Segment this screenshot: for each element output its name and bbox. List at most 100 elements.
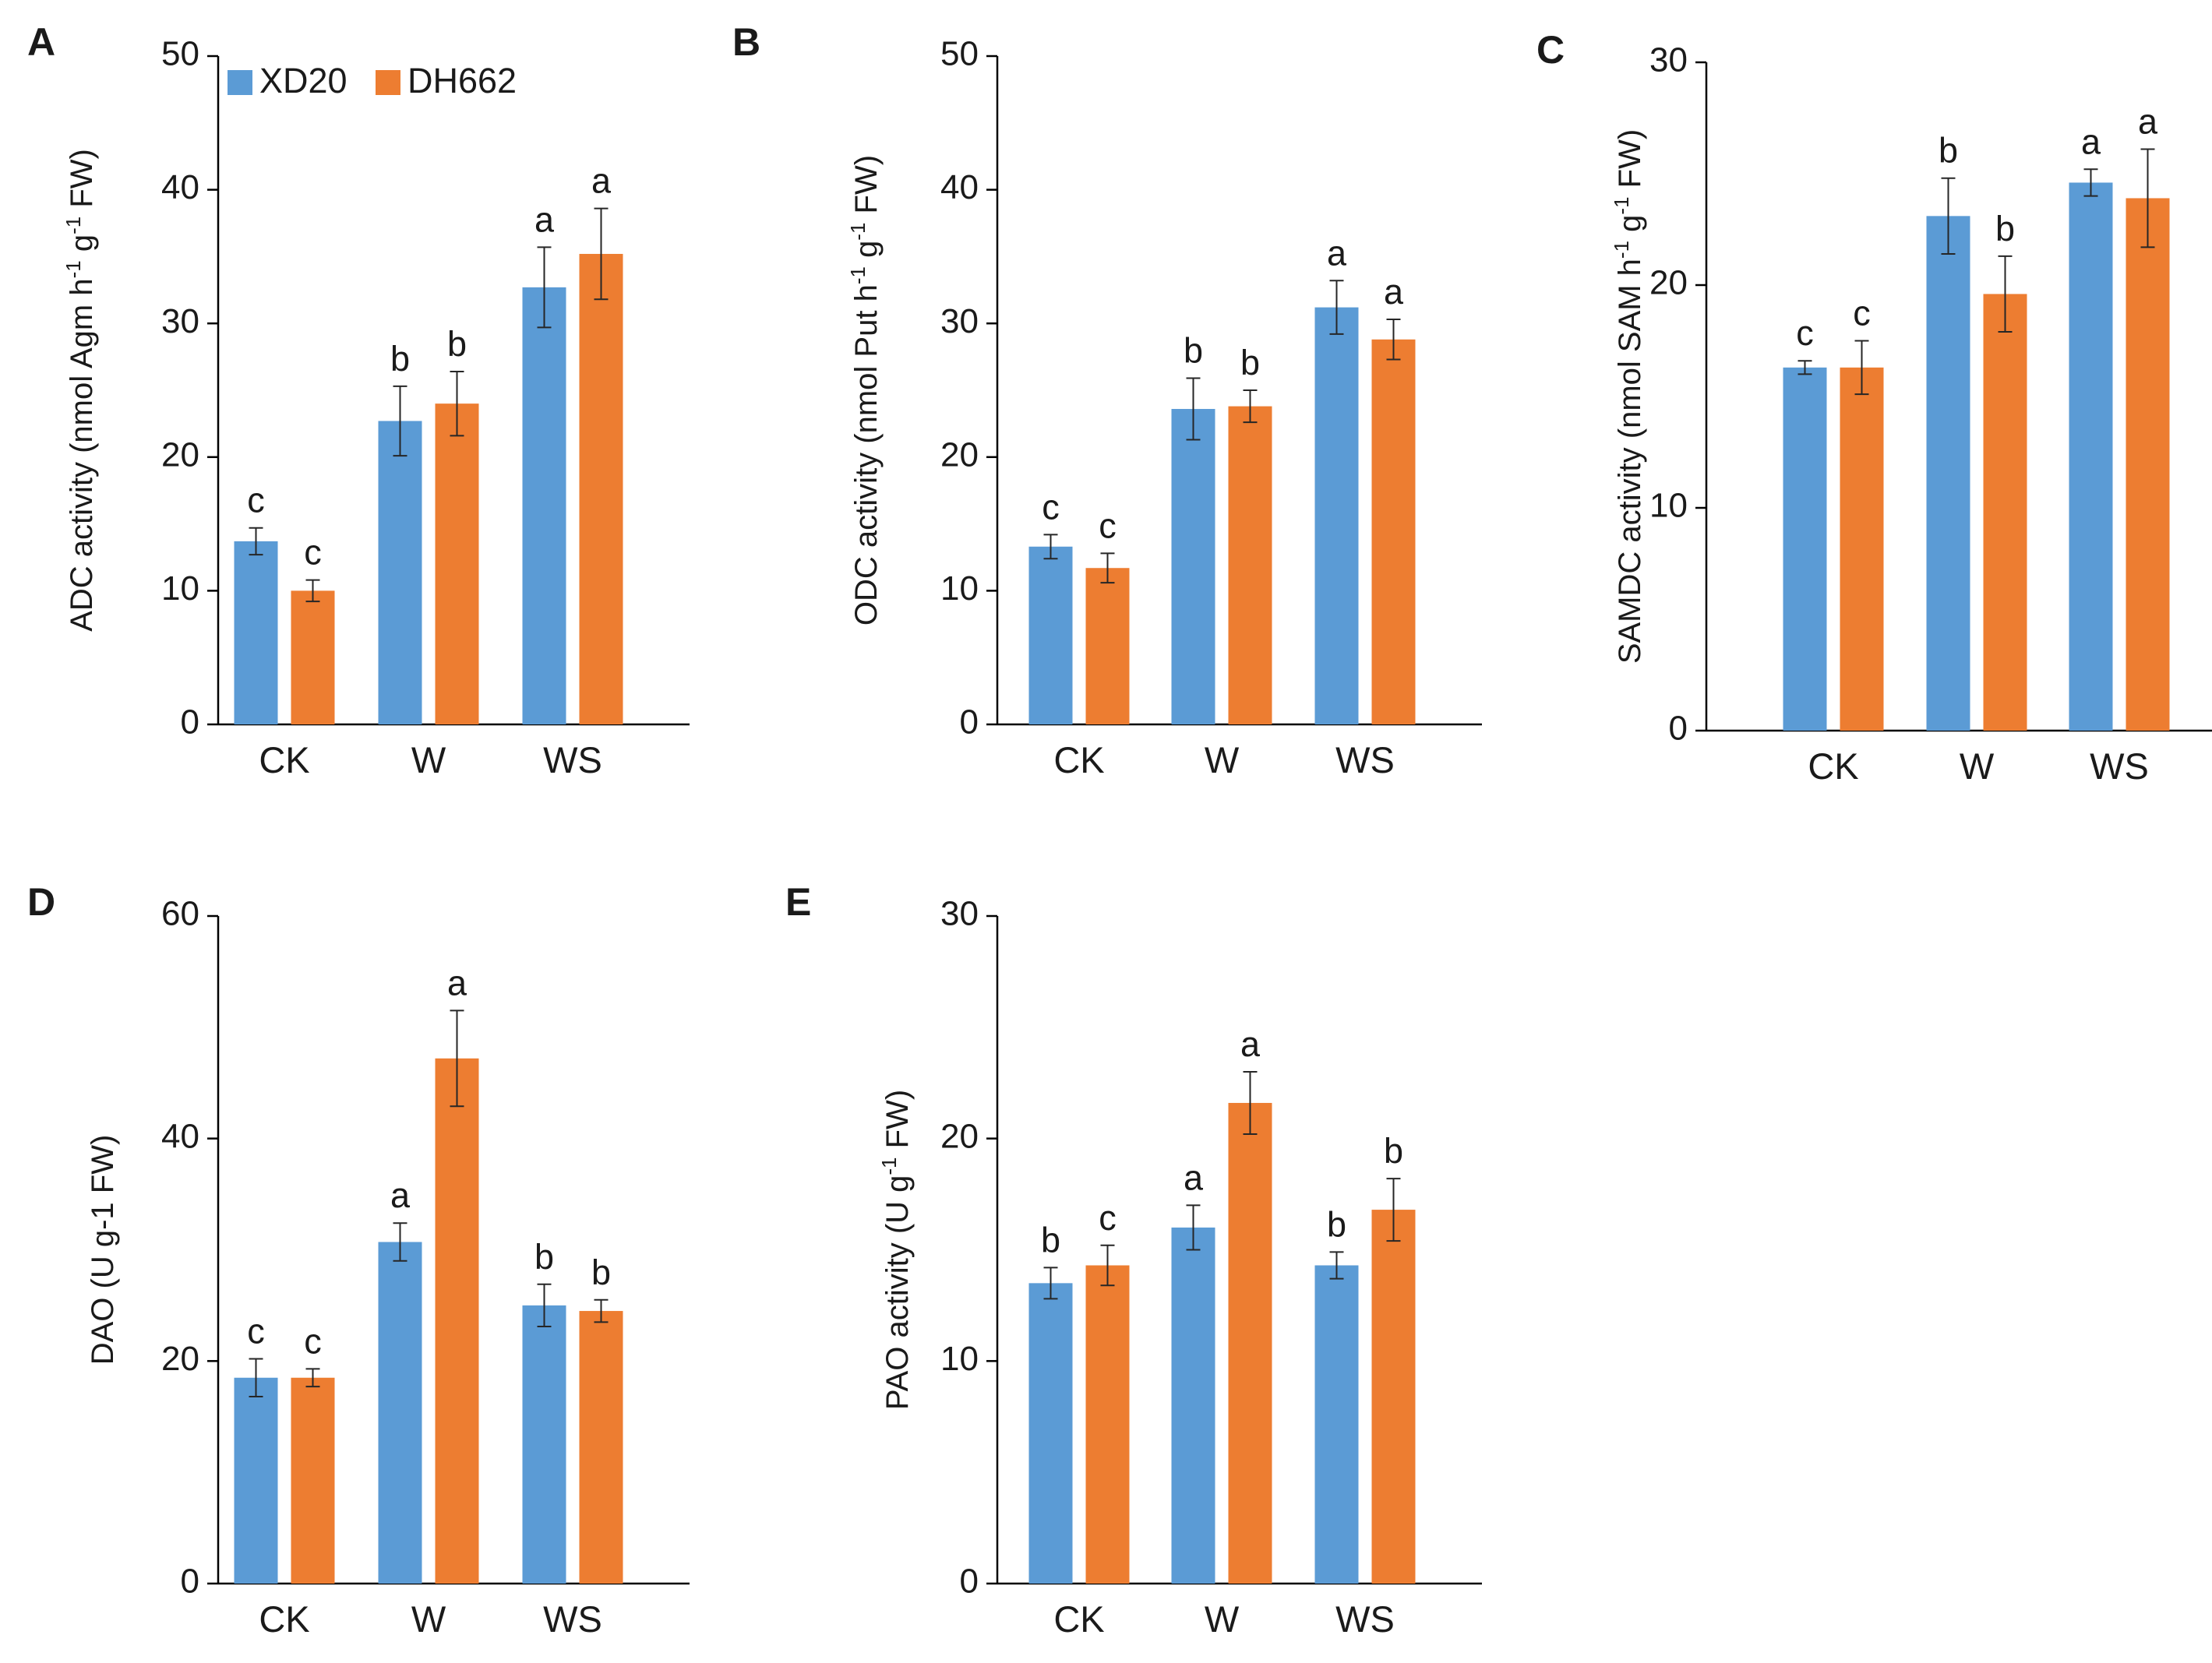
significance-letter: b	[1939, 131, 1958, 171]
x-tick-label: CK	[259, 739, 309, 780]
panel-label: C	[1536, 28, 1565, 72]
bar-dh662-ws	[2126, 198, 2170, 731]
y-axis-title-part: ADC activity (nmol Agm h	[65, 278, 99, 631]
y-axis-title-part: DAO (U g-1 FW)	[86, 1135, 120, 1365]
legend: XD20 DH662	[228, 61, 517, 100]
significance-letter: c	[247, 481, 265, 520]
bar-dh662-w	[435, 1058, 479, 1584]
y-tick-label: 50	[161, 35, 199, 73]
panel-label: A	[27, 20, 55, 64]
x-tick-label: W	[1205, 739, 1240, 780]
y-axis-title-superscript: -1	[846, 266, 870, 284]
x-tick-label: W	[1205, 1598, 1240, 1640]
significance-letter: a	[390, 1175, 411, 1215]
y-tick-label: 20	[161, 435, 199, 474]
legend-label: DH662	[407, 61, 517, 100]
significance-letter: b	[1184, 331, 1203, 371]
y-tick-label: 40	[161, 1117, 199, 1155]
significance-letter: b	[1041, 1220, 1060, 1260]
x-tick-label: W	[411, 739, 446, 780]
significance-letter: c	[1099, 506, 1117, 545]
significance-letter: b	[591, 1253, 611, 1292]
x-tick-label: WS	[543, 739, 602, 780]
significance-letter: b	[1384, 1131, 1403, 1171]
significance-letter: a	[591, 161, 612, 201]
y-tick-label: 10	[940, 569, 979, 608]
y-tick-label: 20	[940, 435, 979, 474]
bar-xd20-ws	[1314, 307, 1359, 724]
y-tick-label: 10	[161, 569, 199, 608]
y-axis-title: SAMDC activity (nmol SAM h-1 g-1 FW)	[1610, 129, 1647, 664]
bar-xd20-ws	[2069, 182, 2113, 731]
y-tick-label: 30	[940, 302, 979, 340]
y-axis-title-part: g	[849, 241, 884, 266]
bar-dh662-w	[1228, 1102, 1272, 1584]
bar-dh662-w	[1983, 294, 2027, 731]
significance-letter: b	[1327, 1204, 1346, 1244]
significance-letter: b	[1240, 343, 1260, 382]
y-tick-label: 30	[1649, 41, 1688, 79]
panel-label: B	[732, 20, 760, 64]
y-axis-title-superscript: -1	[846, 223, 870, 241]
significance-letter: b	[1995, 209, 2015, 248]
legend-label: XD20	[259, 61, 347, 100]
significance-letter: c	[304, 1321, 322, 1361]
y-tick-label: 30	[161, 302, 199, 340]
bar-dh662-ws	[1371, 339, 1416, 724]
bar-xd20-w	[1926, 216, 1970, 731]
significance-letter: a	[447, 963, 467, 1002]
bar-xd20-w	[1171, 1227, 1215, 1584]
significance-letter: b	[390, 339, 410, 379]
y-axis-title-superscript: -1	[1610, 196, 1633, 214]
significance-letter: a	[1327, 233, 1347, 273]
significance-letter: c	[1853, 294, 1871, 333]
bar-xd20-ck	[1783, 367, 1827, 731]
significance-letter: c	[1042, 487, 1060, 527]
significance-letter: a	[534, 199, 555, 239]
y-tick-label: 0	[181, 1563, 199, 1601]
y-axis-title-superscript: -1	[877, 1157, 901, 1175]
panel-label: E	[785, 880, 811, 924]
bar-dh662-ws	[579, 1311, 623, 1584]
bar-dh662-ws	[579, 253, 623, 724]
bar-dh662-ck	[1085, 568, 1130, 724]
x-tick-label: WS	[2090, 745, 2149, 787]
x-tick-label: WS	[1335, 1598, 1395, 1640]
y-tick-label: 20	[161, 1340, 199, 1378]
bar-xd20-ws	[522, 1305, 566, 1584]
y-axis-title-part: FW)	[880, 1090, 915, 1157]
y-axis-title-part: ODC activity (nmol Put h	[849, 284, 884, 625]
x-tick-label: WS	[543, 1598, 602, 1640]
significance-letter: b	[534, 1237, 554, 1277]
y-tick-label: 10	[1649, 487, 1688, 525]
x-tick-label: CK	[1808, 745, 1858, 787]
y-tick-label: 30	[940, 895, 979, 933]
y-axis-title: ADC activity (nmol Agm h-1 g-1 FW)	[62, 149, 99, 632]
y-axis-title-part: g	[1613, 215, 1647, 241]
y-axis-title-superscript: -1	[62, 260, 85, 278]
x-tick-label: CK	[259, 1598, 309, 1640]
y-axis-title-part: FW)	[65, 149, 99, 217]
chart-panel-D: D 0 20 40 60 DAO (U g-1 FW) CK c c Wa a WS b b	[27, 880, 690, 1640]
significance-letter: c	[1099, 1198, 1117, 1238]
bar-xd20-ck	[1028, 546, 1073, 724]
bar-xd20-ck	[234, 541, 278, 724]
y-tick-label: 0	[181, 703, 199, 742]
y-axis-title-part: FW)	[1613, 129, 1647, 197]
x-tick-label: W	[1960, 745, 1995, 787]
bar-xd20-ws	[1314, 1265, 1359, 1584]
significance-letter: c	[1796, 313, 1814, 353]
y-tick-label: 20	[1649, 264, 1688, 302]
bar-dh662-w	[435, 403, 479, 724]
x-tick-label: WS	[1335, 739, 1395, 780]
y-tick-label: 60	[161, 895, 199, 933]
bar-dh662-w	[1228, 406, 1272, 724]
y-axis-title-part: SAMDC activity (nmol SAM h	[1613, 259, 1647, 664]
y-axis-title-superscript: -1	[62, 217, 85, 234]
significance-letter: c	[247, 1311, 265, 1351]
significance-letter: a	[1384, 272, 1404, 312]
